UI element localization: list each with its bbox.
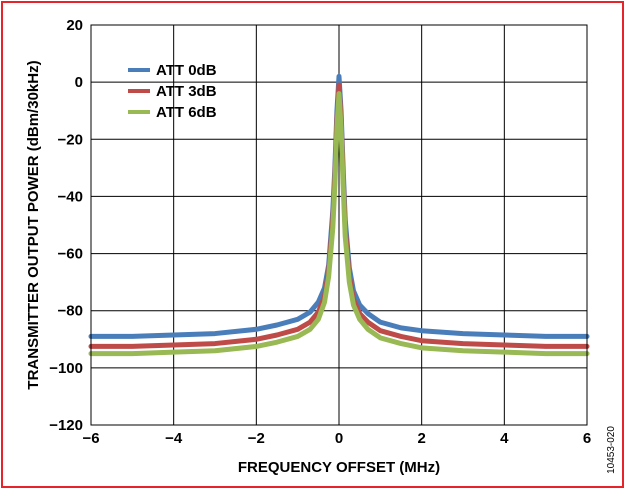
y-tick-label: −60 xyxy=(58,246,83,263)
x-tick-label: 0 xyxy=(335,430,343,447)
y-axis-label: TRANSMITTER OUTPUT POWER (dBm/30kHz) xyxy=(25,60,42,389)
y-tick-label: 20 xyxy=(66,17,83,34)
series-lines xyxy=(88,73,590,357)
legend-label: ATT 3dB xyxy=(156,83,217,100)
x-tick-label: −4 xyxy=(165,430,183,447)
series-line-att-3db xyxy=(88,82,590,349)
legend: ATT 0dB ATT 3dB ATT 6dB xyxy=(128,62,217,121)
legend-label: ATT 6dB xyxy=(156,104,217,121)
y-tick-label: −120 xyxy=(49,417,83,434)
x-tick-label: 6 xyxy=(583,430,591,447)
legend-label: ATT 0dB xyxy=(156,62,217,79)
series-line-att-0db xyxy=(88,73,590,339)
series-line-att-6db xyxy=(88,91,590,357)
y-tick-label: 0 xyxy=(75,74,83,91)
y-tick-label: −80 xyxy=(58,303,83,320)
x-tick-label: −6 xyxy=(82,430,99,447)
y-tick-label: −100 xyxy=(49,360,83,377)
plot-border xyxy=(90,24,588,426)
x-tick-label: 2 xyxy=(417,430,425,447)
y-tick-label: −20 xyxy=(58,131,83,148)
figure-id: 10453-020 xyxy=(606,426,617,474)
x-tick-label: −2 xyxy=(248,430,265,447)
x-tick-label: 4 xyxy=(500,430,509,447)
x-axis-label: FREQUENCY OFFSET (MHz) xyxy=(238,459,440,476)
y-tick-label: −40 xyxy=(58,188,83,205)
